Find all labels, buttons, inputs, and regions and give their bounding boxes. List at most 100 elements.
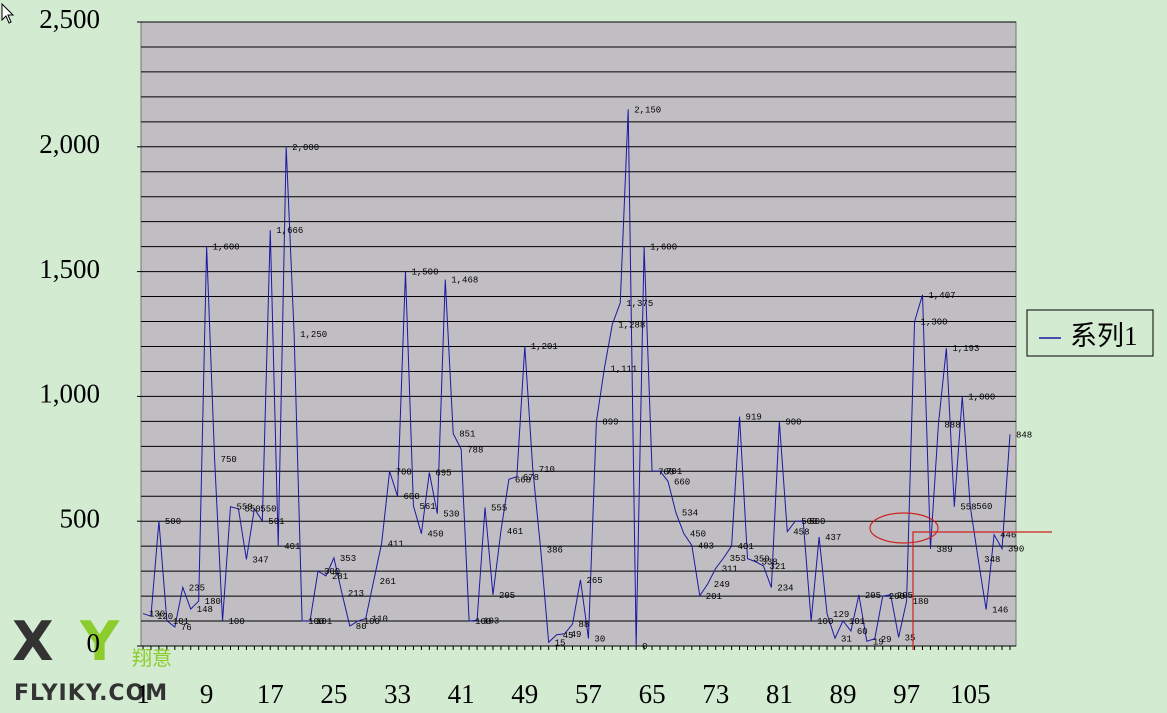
data-label: 261 xyxy=(380,577,396,587)
data-label: 534 xyxy=(682,509,698,519)
logo-x: X xyxy=(12,610,54,673)
data-label: 1,666 xyxy=(276,226,303,236)
legend-label: 系列1 xyxy=(1070,321,1138,351)
data-label: 101 xyxy=(173,617,189,627)
data-label: 29 xyxy=(881,635,892,645)
data-label: 205 xyxy=(865,591,881,601)
data-label: 411 xyxy=(388,539,404,549)
data-label: 1,300 xyxy=(921,318,948,328)
data-label: 321 xyxy=(769,562,785,572)
data-label: 701 xyxy=(666,467,682,477)
data-label: 461 xyxy=(507,527,523,537)
data-label: 148 xyxy=(197,605,213,615)
data-label: 695 xyxy=(435,469,451,479)
data-label: 788 xyxy=(467,445,483,455)
data-label: 338 xyxy=(761,558,777,568)
legend xyxy=(1026,309,1154,357)
y-tick-label: 2,500 xyxy=(39,4,100,34)
y-tick-label: 1,500 xyxy=(39,254,100,284)
annotation-ellipse xyxy=(869,512,939,544)
data-label: 600 xyxy=(404,492,420,502)
data-label: 213 xyxy=(348,589,364,599)
data-label: 550 xyxy=(244,505,260,515)
data-label: 550 xyxy=(260,505,276,515)
x-tick-label: 81 xyxy=(766,679,793,709)
data-label: 30 xyxy=(594,635,605,645)
data-label: 2,000 xyxy=(292,143,319,153)
data-label: 1,500 xyxy=(411,268,438,278)
data-label: 80 xyxy=(356,622,367,632)
data-label: 15 xyxy=(555,638,566,648)
x-tick-label: 17 xyxy=(257,679,284,709)
data-label: 501 xyxy=(268,517,284,527)
x-tick-label: 25 xyxy=(320,679,347,709)
data-label: 446 xyxy=(1000,531,1016,541)
data-label: 558 xyxy=(236,503,252,513)
data-label: 1,468 xyxy=(451,276,478,286)
data-label: 19 xyxy=(873,637,884,647)
data-label: 100 xyxy=(229,617,245,627)
data-label: 31 xyxy=(841,634,852,644)
data-label: 888 xyxy=(944,420,960,430)
data-label: 35 xyxy=(905,633,916,643)
x-tick-label: 1 xyxy=(136,679,150,709)
data-label: 500 xyxy=(809,517,825,527)
data-label: 900 xyxy=(785,417,801,427)
data-label: 710 xyxy=(539,465,555,475)
data-label: 281 xyxy=(332,572,348,582)
x-tick-label: 41 xyxy=(448,679,475,709)
data-label: 353 xyxy=(340,554,356,564)
y-tick-label: 1,000 xyxy=(39,379,100,409)
x-tick-label: 57 xyxy=(575,679,602,709)
y-tick-label: 0 xyxy=(87,628,101,658)
data-label: 500 xyxy=(801,517,817,527)
data-label: 386 xyxy=(547,546,563,556)
data-label: 1,193 xyxy=(952,344,979,354)
data-label: 700 xyxy=(658,467,674,477)
data-label: 1,407 xyxy=(929,291,956,301)
data-label: 110 xyxy=(372,615,388,625)
data-label: 76 xyxy=(181,623,192,633)
x-tick-label: 65 xyxy=(639,679,666,709)
data-label: 0 xyxy=(642,642,647,652)
x-tick-label: 49 xyxy=(511,679,538,709)
data-label: 390 xyxy=(1008,545,1024,555)
data-label: 180 xyxy=(205,597,221,607)
data-label: 848 xyxy=(1016,430,1032,440)
data-label: 130 xyxy=(149,610,165,620)
data-label: 558 xyxy=(960,503,976,513)
data-label: 205 xyxy=(897,591,913,601)
data-label: 234 xyxy=(777,584,793,594)
data-label: 500 xyxy=(165,517,181,527)
y-tick-label: 2,000 xyxy=(39,129,100,159)
data-label: 530 xyxy=(443,510,459,520)
data-label: 1,600 xyxy=(213,243,240,253)
watermark-site: FLYIKY.COM xyxy=(14,681,168,706)
data-label: 100 xyxy=(817,617,833,627)
data-label: 1,201 xyxy=(531,342,558,352)
data-label: 555 xyxy=(491,503,507,513)
data-label: 103 xyxy=(483,616,499,626)
logo-y: Y xyxy=(79,610,120,673)
data-label: 49 xyxy=(571,630,582,640)
data-label: 1,600 xyxy=(650,243,677,253)
data-label: 249 xyxy=(714,580,730,590)
data-label: 88 xyxy=(579,620,590,630)
data-label: 201 xyxy=(706,592,722,602)
data-label: 750 xyxy=(221,455,237,465)
x-tick-label: 73 xyxy=(702,679,729,709)
data-label: 353 xyxy=(730,554,746,564)
data-label: 235 xyxy=(189,583,205,593)
data-label: 403 xyxy=(698,541,714,551)
data-label: 899 xyxy=(602,418,618,428)
watermark-brand: 翔意 xyxy=(132,646,172,670)
data-label: 347 xyxy=(252,555,268,565)
data-label: 851 xyxy=(459,430,475,440)
data-label: 300 xyxy=(324,567,340,577)
plot-area xyxy=(140,21,1017,647)
data-label: 129 xyxy=(833,610,849,620)
data-label: 205 xyxy=(499,591,515,601)
data-label: 100 xyxy=(475,617,491,627)
data-label: 2,150 xyxy=(634,105,661,115)
x-tick-label: 105 xyxy=(950,679,991,709)
